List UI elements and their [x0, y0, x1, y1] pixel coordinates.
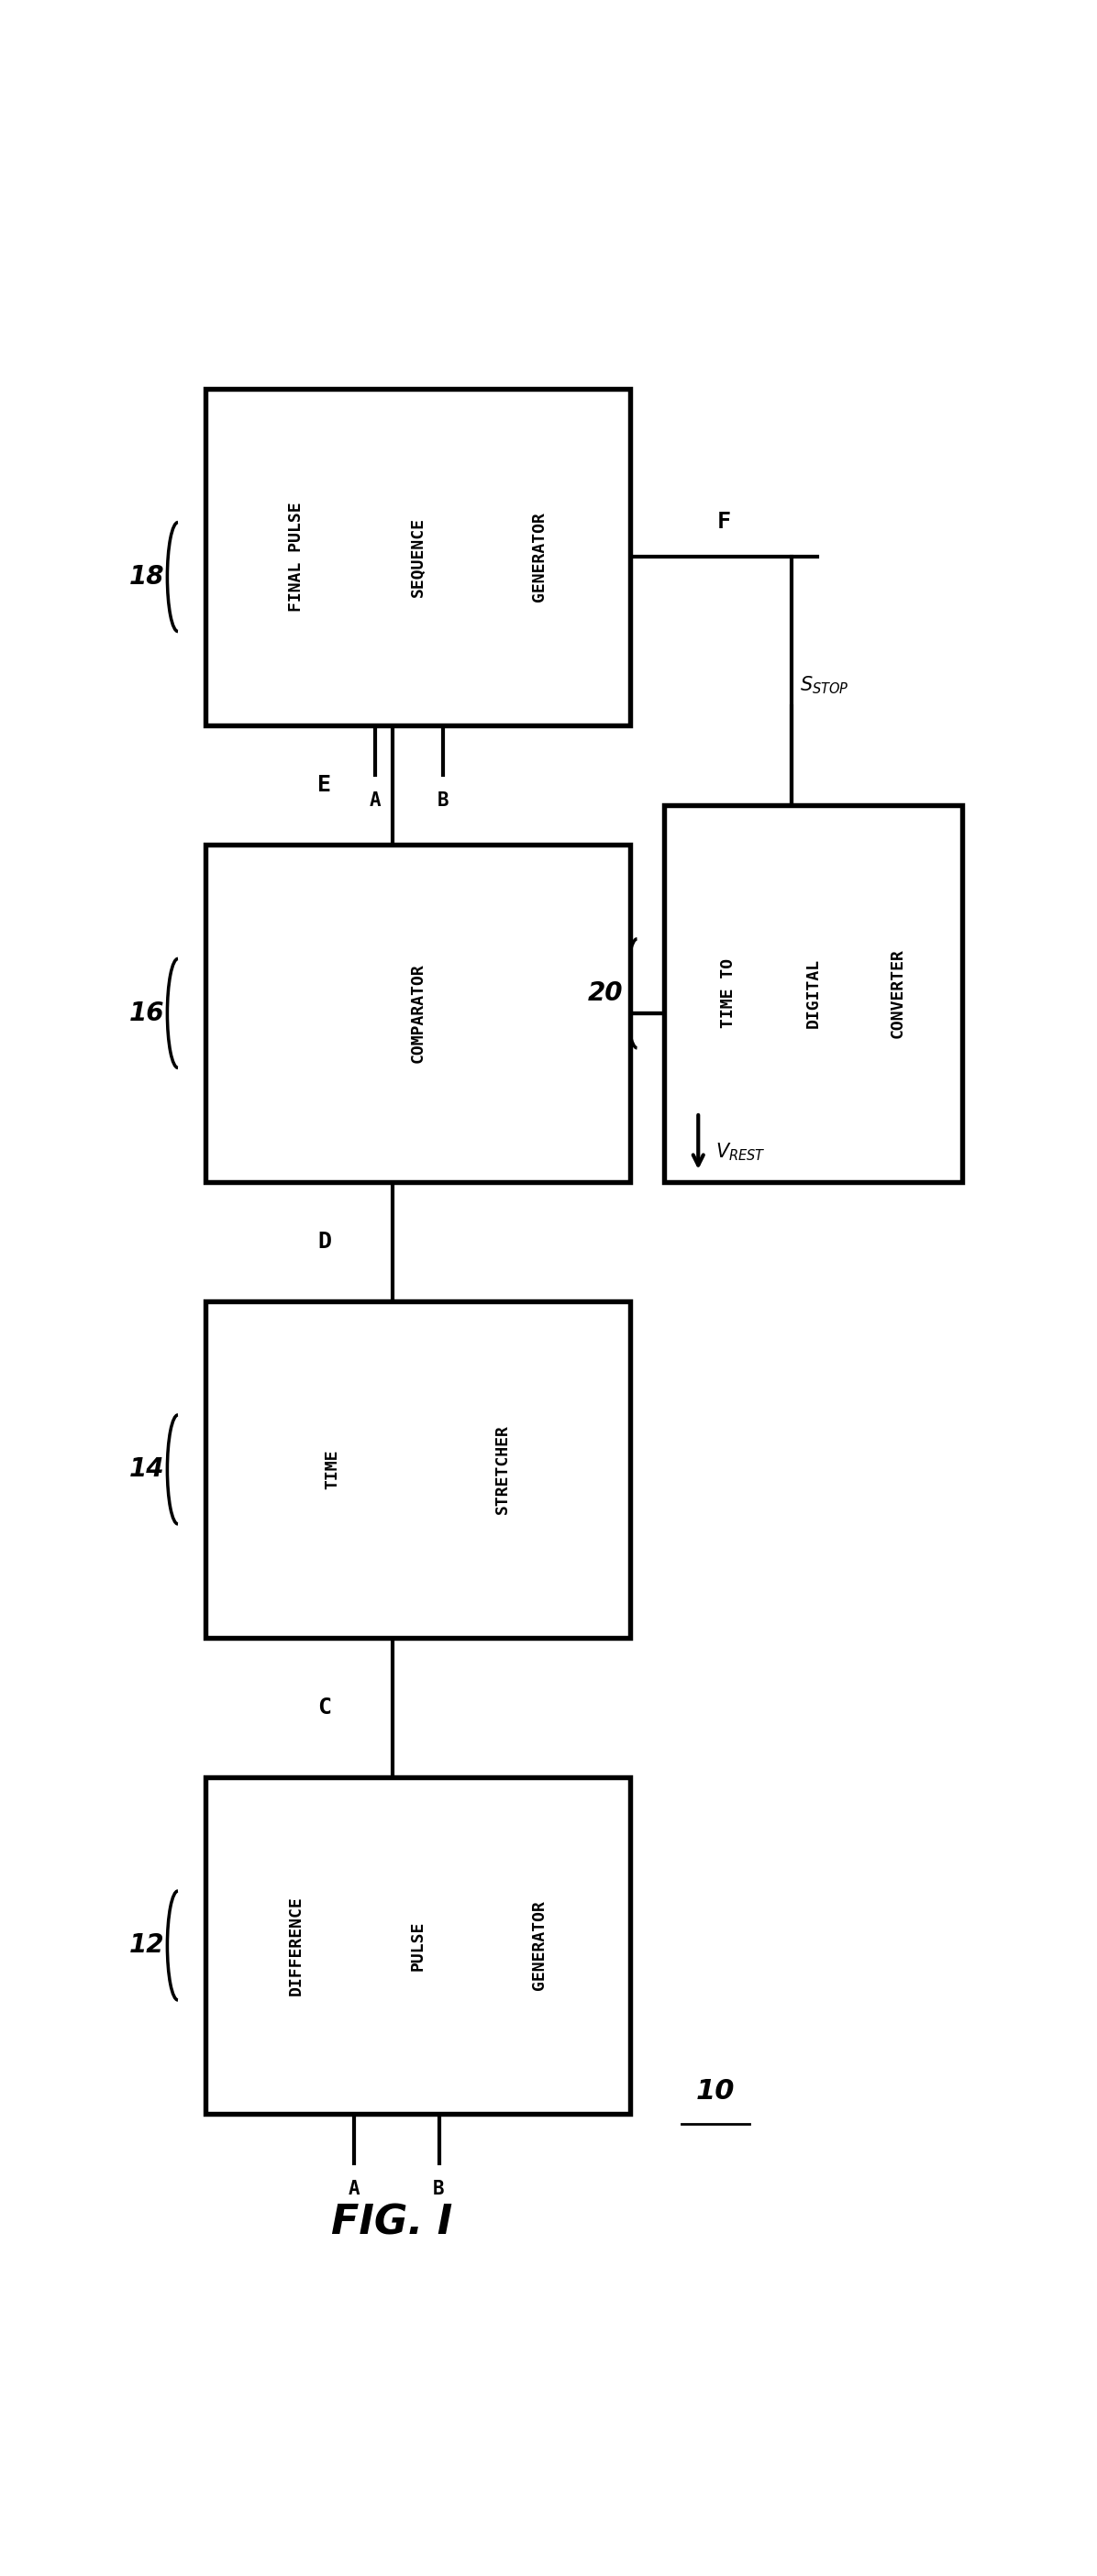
Text: 10: 10: [695, 2079, 735, 2105]
Text: SEQUENCE: SEQUENCE: [409, 518, 426, 598]
Text: A: A: [370, 791, 381, 809]
Text: 20: 20: [588, 981, 623, 1007]
Text: FIG. I: FIG. I: [331, 2202, 453, 2244]
Text: TIME: TIME: [325, 1450, 341, 1489]
Text: B: B: [438, 791, 449, 809]
Text: DIFFERENCE: DIFFERENCE: [289, 1896, 305, 1996]
Text: GENERATOR: GENERATOR: [531, 1901, 547, 1991]
Text: 18: 18: [129, 564, 165, 590]
Bar: [205, 389, 630, 726]
Text: $V_{REST}$: $V_{REST}$: [715, 1141, 766, 1162]
Text: CONVERTER: CONVERTER: [890, 948, 906, 1038]
Text: COMPARATOR: COMPARATOR: [409, 963, 426, 1064]
Text: 12: 12: [129, 1932, 165, 1958]
Text: E: E: [317, 775, 331, 796]
Text: B: B: [433, 2179, 444, 2197]
Bar: [205, 845, 630, 1182]
Text: F: F: [716, 510, 731, 533]
Text: STRETCHER: STRETCHER: [495, 1425, 511, 1515]
Text: FINAL PULSE: FINAL PULSE: [289, 502, 305, 613]
Bar: [205, 1777, 630, 2115]
Text: PULSE: PULSE: [409, 1922, 426, 1971]
Text: DIGITAL: DIGITAL: [805, 958, 822, 1028]
Text: A: A: [348, 2179, 360, 2197]
Text: TIME TO: TIME TO: [720, 958, 736, 1028]
Text: 14: 14: [129, 1455, 165, 1481]
Bar: [205, 1301, 630, 1638]
Text: 16: 16: [129, 999, 165, 1025]
Text: GENERATOR: GENERATOR: [531, 513, 547, 603]
Text: $\mathit{S}_{STOP}$: $\mathit{S}_{STOP}$: [801, 675, 849, 696]
Bar: [665, 804, 962, 1182]
Text: C: C: [317, 1698, 331, 1718]
Text: D: D: [317, 1231, 331, 1252]
